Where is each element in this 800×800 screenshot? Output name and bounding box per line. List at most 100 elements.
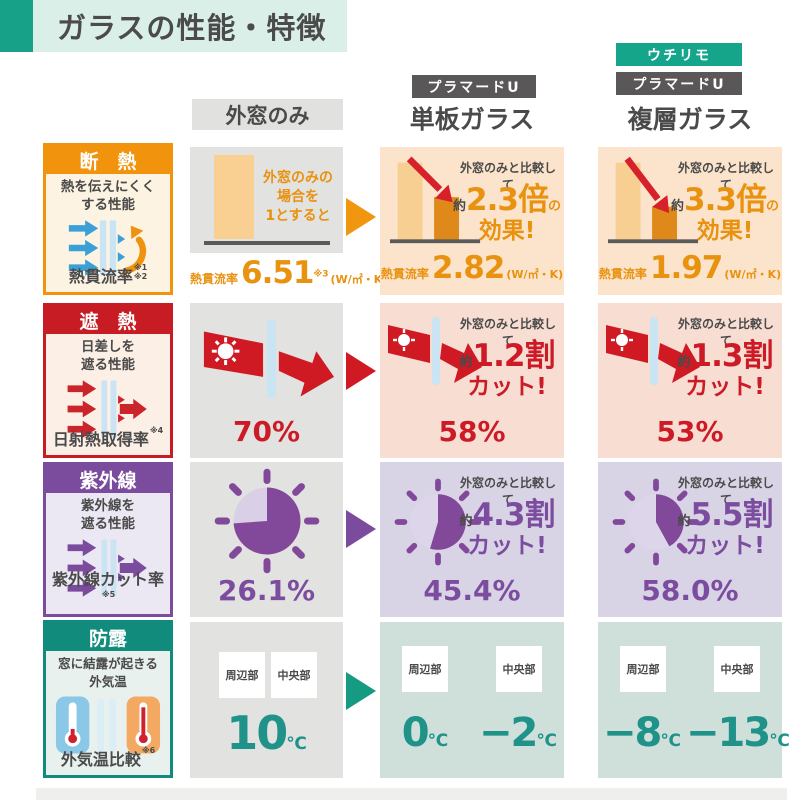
cut-headline: 約4.3割: [459, 497, 556, 533]
thermometers-icon: [55, 696, 161, 754]
insulation-baseline-value: 熱貫流率6.51※3 (W/㎡・K): [190, 253, 387, 295]
sun-through-glass-icon: [606, 317, 700, 385]
uv-single-card: 外窓のみと比較して 約4.3割 カット! 45.4%: [380, 462, 564, 617]
shading-baseline-value: 70%: [232, 415, 301, 448]
insulation-double-card: 外窓のみと比較して 約3.3倍の 効果! 熱貫流率1.97 (W/㎡・K): [598, 147, 782, 295]
uv-card-desc: 紫外線を 遮る性能: [81, 498, 135, 532]
shading-single-card: 外窓のみと比較して 約1.2割 カット! 58%: [380, 303, 564, 458]
uv-double-value: 58.0%: [641, 574, 739, 607]
compare-note: 外窓のみと比較して: [459, 476, 556, 507]
uv-card-title: 紫外線: [46, 465, 170, 493]
compare-note: 外窓のみと比較して: [677, 317, 774, 348]
effect-word: 効果!: [478, 218, 536, 244]
cut-word: カット!: [685, 533, 765, 559]
baseline-column-header: 外窓のみ: [192, 99, 343, 130]
insulation-icon: [46, 217, 170, 279]
effect-headline: 約2.3倍の: [453, 182, 561, 218]
bar-compare-chart-icon: [390, 156, 481, 244]
uv-sun-pie-icon: [394, 478, 482, 566]
sun-through-glass-icon: [203, 319, 335, 399]
footnote-mark: ※5: [101, 590, 116, 599]
flow-arrow-icon-insulation: [346, 198, 376, 236]
flow-arrow-icon-shading: [346, 352, 376, 390]
double-glass-column-label: 複層ガラス: [627, 105, 753, 134]
compare-note: 外窓のみと比較して: [459, 317, 556, 348]
dew-single-center-temp: −2℃: [479, 710, 557, 756]
dew-card-title: 防露: [46, 623, 170, 651]
baseline-bar: [214, 155, 254, 239]
dew-double-center-temp: −13℃: [686, 710, 790, 756]
footnote-marks: ※1 ※2: [133, 263, 148, 281]
footnote-mark: ※6: [141, 746, 156, 755]
shading-baseline-card: 70%: [190, 303, 343, 458]
dew-icon: [46, 694, 170, 756]
footnote-mark: ※3: [313, 269, 329, 280]
sun-through-glass-icon: [388, 317, 482, 385]
uv-single-value: 45.4%: [423, 574, 521, 607]
single-glass-column-label: 単板ガラス: [409, 105, 535, 134]
insulation-card-desc: 熱を伝えにくく する性能: [46, 178, 170, 214]
uv-baseline-card: 26.1%: [190, 462, 343, 617]
flow-arrow-icon-uv: [346, 510, 376, 548]
u-value-line: 熱貫流率6.51※3 (W/㎡・K): [190, 255, 387, 291]
edge-label-box: 周辺部: [402, 646, 448, 692]
dew-baseline-temp: 10℃: [226, 706, 307, 760]
u-value-line: 熱貫流率1.97 (W/㎡・K): [598, 250, 782, 286]
cut-headline: 約5.5割: [677, 497, 774, 533]
insulation-single-card: 外窓のみと比較して 約2.3倍の 効果! 熱貫流率2.82 (W/㎡・K): [380, 147, 564, 295]
chart-baseline: [204, 241, 330, 245]
bar-compare-chart-icon: [608, 156, 699, 244]
uv-icon: [46, 536, 170, 600]
shading-feature-card: 遮 熱 日差しを 遮る性能 日射熱取得率※4: [43, 303, 173, 458]
desc-line: 熱を伝えにくく: [60, 179, 156, 195]
dew-single-edge-temp: 0℃: [401, 710, 449, 756]
shading-card-desc: 日差しを 遮る性能: [81, 339, 135, 373]
title-accent-square: [0, 0, 33, 52]
insulation-baseline-chart-card: 外窓のみの 場合を 1とすると: [190, 147, 343, 253]
plamado-u-badge-single: プラマードU: [412, 75, 536, 98]
uchirimo-badge: ウチリモ: [616, 43, 742, 66]
page-title: ガラスの性能・特徴: [57, 11, 327, 45]
metric-text: 熱貫流率: [190, 272, 239, 286]
shading-double-card: 外窓のみと比較して 約1.3割 カット! 53%: [598, 303, 782, 458]
desc-line: する性能: [81, 197, 135, 213]
insulation-feature-card: 断 熱 熱を伝えにくく する性能 熱貫流率※1 ※2: [43, 143, 173, 295]
plamado-u-badge-double: プラマードU: [616, 72, 742, 95]
uv-block-arrows-icon: [67, 539, 147, 597]
insulation-metric-label: 熱貫流率※1 ※2: [46, 263, 170, 287]
center-label-box: 中央部: [496, 646, 542, 692]
insulation-card-title: 断 熱: [46, 146, 170, 174]
cut-headline: 約1.3割: [677, 338, 774, 374]
title-bar: ガラスの性能・特徴: [33, 0, 347, 52]
cut-word: カット!: [685, 374, 765, 400]
metric-text: 熱貫流率: [68, 267, 133, 286]
effect-word: 効果!: [696, 218, 754, 244]
u-value: 6.51: [241, 255, 314, 291]
dew-baseline-card: 周辺部 中央部 10℃: [190, 622, 343, 778]
cut-word: カット!: [467, 374, 547, 400]
edge-label-box: 周辺部: [219, 652, 265, 698]
dew-feature-card: 防露 窓に結露が起きる 外気温 外気温比較※6: [43, 620, 173, 778]
uv-sun-pie-icon: [612, 478, 700, 566]
shading-metric-label: 日射熱取得率※4: [52, 426, 164, 449]
compare-note: 外窓のみと比較して: [677, 476, 774, 507]
dew-double-card: 周辺部 中央部 −8℃ −13℃: [598, 622, 790, 778]
dew-metric-label: 外気温比較※6: [60, 746, 156, 769]
dew-single-card: 周辺部 中央部 0℃ −2℃: [380, 622, 564, 778]
cut-headline: 約1.2割: [459, 338, 556, 374]
uv-feature-card: 紫外線 紫外線を 遮る性能 紫外線カット率※5: [43, 462, 173, 617]
effect-headline: 約3.3倍の: [671, 182, 779, 218]
shading-single-value: 58%: [438, 415, 506, 448]
uv-metric-label: 紫外線カット率※5: [51, 570, 164, 599]
shading-icon: [46, 377, 170, 441]
compare-note: 外窓のみと比較して: [677, 161, 774, 192]
sun-block-arrows-icon: [67, 380, 147, 438]
unit: (W/㎡・K): [330, 273, 388, 286]
center-label-box: 中央部: [271, 652, 317, 698]
compare-note: 外窓のみと比較して: [459, 161, 556, 192]
uv-sun-pie-icon: [214, 468, 320, 574]
heat-block-arrows-icon: [68, 220, 147, 276]
dew-card-desc: 窓に結露が起きる 外気温: [58, 656, 158, 689]
u-value-line: 熱貫流率2.82 (W/㎡・K): [380, 250, 564, 286]
